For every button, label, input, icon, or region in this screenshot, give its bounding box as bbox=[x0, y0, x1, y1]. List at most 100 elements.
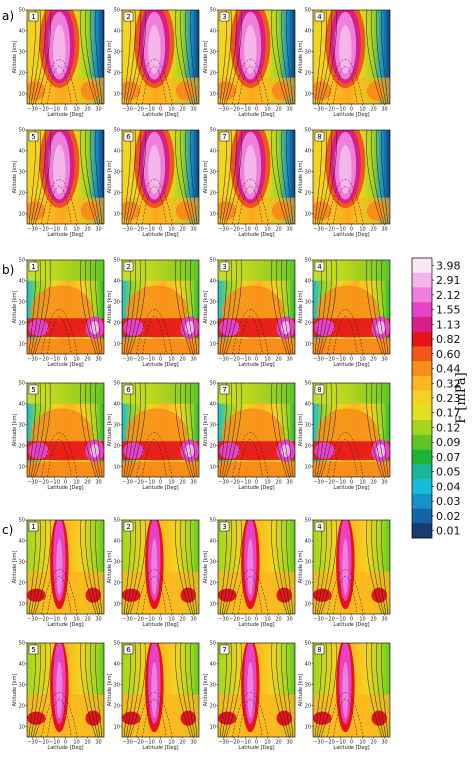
y-tick-label: 30 bbox=[19, 422, 25, 428]
contour-line bbox=[80, 130, 97, 224]
y-tick-label: 30 bbox=[114, 422, 120, 428]
contour-line bbox=[271, 520, 288, 614]
contour-line bbox=[185, 260, 196, 354]
contour-line bbox=[276, 260, 290, 354]
contour-line bbox=[318, 520, 332, 614]
x-tick-label: 30 bbox=[286, 617, 292, 623]
y-tick-label: 30 bbox=[305, 682, 311, 688]
x-tick-label: −30 bbox=[218, 740, 229, 746]
x-tick-label: 30 bbox=[381, 227, 387, 233]
contour-line bbox=[366, 130, 383, 224]
colorbar-segment bbox=[412, 523, 432, 539]
colorbar-tick-label: 0.01 bbox=[436, 525, 461, 538]
y-tick-label: 10 bbox=[114, 91, 120, 97]
plume-core bbox=[247, 538, 254, 596]
contour-line bbox=[129, 383, 146, 477]
x-tick-label: −20 bbox=[324, 617, 335, 623]
x-tick-label: 30 bbox=[286, 227, 292, 233]
x-tick-label: 30 bbox=[190, 480, 196, 486]
colorbar-segment bbox=[412, 302, 432, 318]
x-tick-label: 0 bbox=[64, 227, 67, 233]
y-tick-label: 50 bbox=[210, 128, 216, 134]
colorbar-segment bbox=[412, 287, 432, 303]
panel-number: 8 bbox=[317, 646, 321, 654]
x-tick-label: −10 bbox=[144, 107, 155, 113]
contour-line bbox=[320, 130, 337, 224]
contour-line bbox=[80, 643, 97, 737]
contour-line bbox=[125, 130, 136, 224]
panel-number: 6 bbox=[126, 133, 131, 141]
y-tick-label: 20 bbox=[305, 190, 311, 196]
x-tick-label: −20 bbox=[133, 740, 144, 746]
contour-line bbox=[175, 130, 192, 224]
panel-number: 7 bbox=[222, 386, 226, 394]
x-tick-label: 10 bbox=[168, 740, 174, 746]
y-tick-label: 40 bbox=[19, 29, 25, 35]
contour-dashed bbox=[232, 432, 269, 477]
contour-line bbox=[90, 260, 101, 354]
x-tick-label: −20 bbox=[133, 357, 144, 363]
y-tick-label: 40 bbox=[305, 539, 311, 545]
contour-dashed bbox=[136, 432, 173, 477]
contour-lines bbox=[28, 260, 103, 354]
lobe-right bbox=[271, 201, 291, 221]
y-axis-label: Altitude [km] bbox=[203, 551, 209, 584]
contour-dashed bbox=[41, 309, 78, 354]
y-tick-label: 20 bbox=[19, 703, 25, 709]
contour-dashed bbox=[47, 66, 72, 104]
x-tick-label: 10 bbox=[168, 107, 174, 113]
contour-line bbox=[221, 260, 232, 354]
colorbar-segment bbox=[412, 464, 432, 480]
contour-line bbox=[223, 130, 237, 224]
colorbar-segment bbox=[412, 405, 432, 421]
y-tick-label: 40 bbox=[114, 29, 120, 35]
colorbar-tick-label: 1.13 bbox=[436, 318, 461, 331]
y-tick-label: 10 bbox=[19, 91, 25, 97]
field-bottom bbox=[27, 338, 104, 354]
contour-line bbox=[281, 10, 292, 104]
colorbar-tick-label: 3.98 bbox=[436, 259, 461, 272]
x-tick-label: −10 bbox=[49, 357, 60, 363]
y-tick-label: 30 bbox=[114, 169, 120, 175]
y-axis-label: Altitude [km] bbox=[12, 674, 18, 707]
contour-line bbox=[225, 130, 242, 224]
panel-1-1: 1 −30 −20 −10 0 10 20 30 10 20 30 40 50 Latitude [Deg… bbox=[12, 8, 105, 118]
x-tick-label: 30 bbox=[381, 357, 387, 363]
contour-line bbox=[85, 520, 99, 614]
plume-core bbox=[342, 538, 349, 596]
x-tick-label: 20 bbox=[84, 357, 90, 363]
contour-line bbox=[127, 10, 141, 104]
x-tick-label: −20 bbox=[38, 107, 49, 113]
lobe-left bbox=[314, 442, 335, 460]
contour-lines bbox=[314, 260, 389, 354]
contour-line bbox=[320, 383, 337, 477]
x-axis-label: Latitude [Deg] bbox=[333, 485, 369, 491]
contour-lines bbox=[123, 643, 198, 737]
contour-line bbox=[371, 260, 385, 354]
field-top bbox=[27, 260, 104, 281]
contour-line bbox=[95, 520, 103, 614]
contour-line bbox=[90, 130, 101, 224]
colorbar-segment bbox=[412, 258, 432, 274]
y-tick-label: 30 bbox=[114, 682, 120, 688]
contour-line bbox=[366, 10, 383, 104]
panel-number: 3 bbox=[222, 13, 226, 21]
x-tick-label: 20 bbox=[179, 107, 185, 113]
lobe-right bbox=[175, 81, 195, 101]
x-tick-label: −10 bbox=[240, 480, 251, 486]
contour-line bbox=[175, 643, 192, 737]
contour-lines bbox=[123, 10, 198, 104]
x-tick-label: 30 bbox=[190, 107, 196, 113]
panel-3-2: 2 −30 −20 −10 0 10 20 30 10 20 30 40 50 Latitude [Deg… bbox=[107, 518, 200, 628]
contour-line bbox=[125, 643, 136, 737]
panel-number-box bbox=[123, 384, 134, 395]
x-tick-label: 0 bbox=[159, 480, 162, 486]
contour-dashed bbox=[41, 569, 78, 614]
y-tick-label: 30 bbox=[210, 559, 216, 565]
contour-line bbox=[85, 260, 99, 354]
y-tick-label: 50 bbox=[305, 258, 311, 264]
contour-dashed bbox=[238, 186, 263, 224]
y-tick-label: 50 bbox=[19, 641, 25, 647]
x-tick-label: 20 bbox=[275, 480, 281, 486]
x-tick-label: 20 bbox=[370, 617, 376, 623]
